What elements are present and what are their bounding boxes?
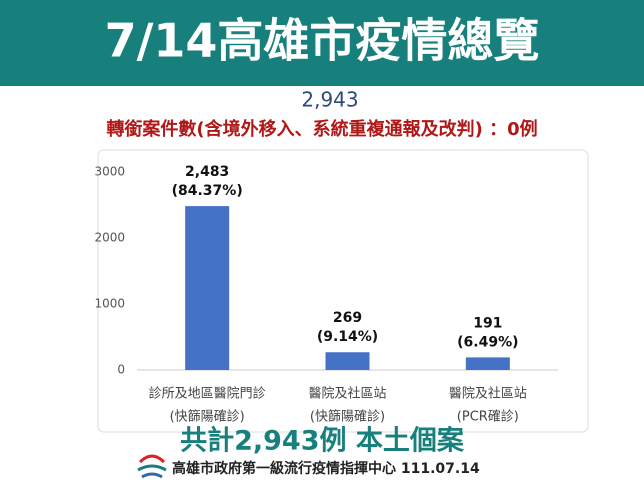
plot-frame (97, 149, 589, 433)
bar (465, 357, 510, 370)
x-tick-sublabel: (PCR確診) (457, 409, 519, 425)
footer: 高雄市政府第一級流行疫情指揮中心 111.07.14 (172, 460, 480, 477)
y-tick-label: 1000 (94, 297, 125, 311)
percent-label: (6.49%) (457, 334, 518, 350)
x-tick-sublabel: (快篩陽確診) (310, 409, 385, 425)
percent-label: (9.14%) (317, 329, 378, 345)
note: 轉銜案件數(含境外移入、系統重複通報及改判) ：0例 (106, 118, 537, 140)
header-title: 7/14高雄市疫情總覽 (105, 14, 540, 68)
y-tick-label: 2000 (94, 231, 125, 245)
x-tick-label: 醫院及社區站 (449, 386, 527, 402)
y-tick-label: 0 (117, 363, 125, 377)
x-tick-label: 醫院及社區站 (308, 386, 386, 402)
bar (185, 206, 230, 370)
logo (137, 454, 167, 479)
y-tick-label: 3000 (94, 165, 125, 179)
x-tick-sublabel: (快篩陽確診) (170, 409, 245, 425)
x-tick-label: 診所及地區醫院門診 (149, 386, 266, 402)
value-label: 191 (473, 315, 502, 331)
value-label: 2,483 (185, 164, 229, 180)
total: 共計2,943例 本土個案 (180, 425, 465, 457)
subtitle: 2,943 (301, 88, 358, 112)
value-label: 269 (333, 310, 362, 326)
bar (325, 352, 370, 370)
percent-label: (84.37%) (172, 183, 243, 199)
header-band (0, 0, 644, 86)
